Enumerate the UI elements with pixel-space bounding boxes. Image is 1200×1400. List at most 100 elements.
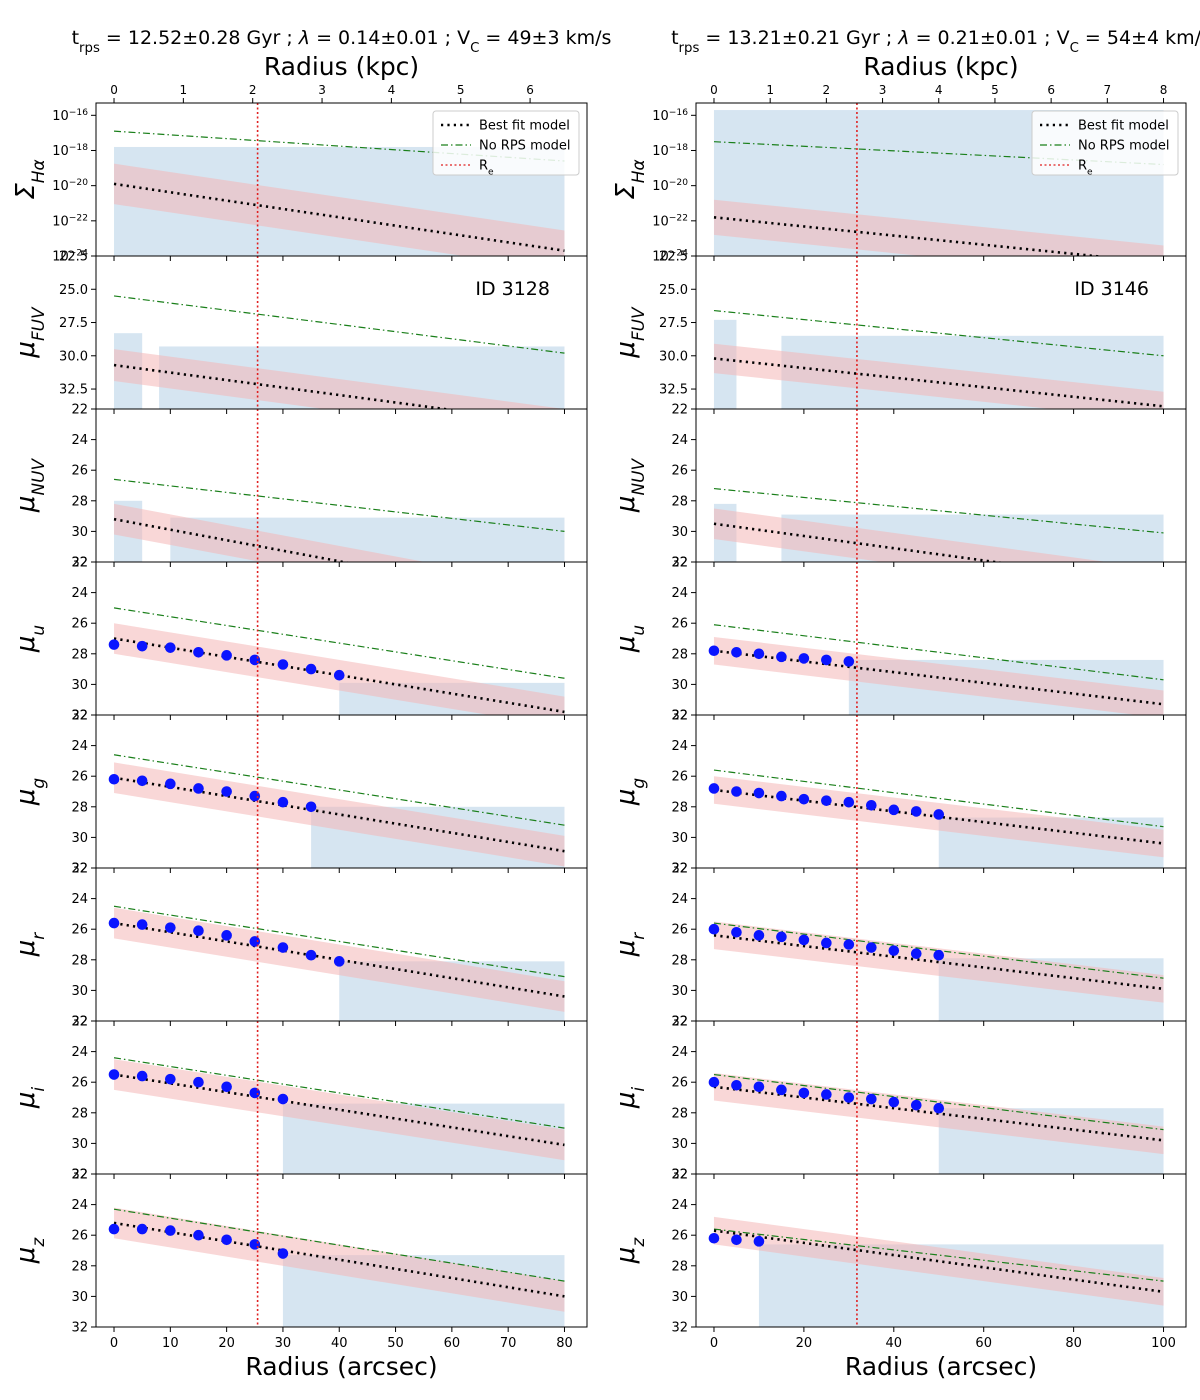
- y-tick-label: 28: [71, 1259, 88, 1274]
- best-fit-model-line: [713, 357, 1164, 408]
- y-tick-label: 30.0: [659, 349, 688, 364]
- data-point: [753, 1081, 765, 1093]
- y-tick-label: 28: [671, 800, 688, 815]
- kpc-tick-label: 0: [110, 83, 118, 97]
- y-tick-label: 32: [71, 1321, 88, 1336]
- data-point: [910, 1099, 922, 1111]
- kpc-tick-label: 4: [388, 83, 396, 97]
- data-point: [821, 654, 832, 666]
- bottom-axis-label: Radius (arcsec): [245, 1352, 437, 1381]
- data-point: [193, 646, 204, 658]
- y-tick-label: 22: [671, 556, 688, 571]
- galaxy-id-label: ID 3128: [475, 278, 550, 300]
- y-tick-label: 10−22: [52, 213, 88, 229]
- no-rps-model-line: [713, 1073, 1164, 1131]
- no-rps-model-line: [113, 1057, 565, 1129]
- row-label: μFUV: [11, 306, 48, 359]
- y-tick-label: 30: [671, 1137, 688, 1152]
- y-tick-label: 22: [671, 403, 688, 418]
- y-tick-label: 24: [671, 586, 688, 601]
- x-tick-label: 50: [387, 1336, 404, 1351]
- row-label: μg: [11, 778, 48, 807]
- x-tick-label: 60: [975, 1336, 992, 1351]
- top-axis-label: Radius (kpc): [264, 52, 419, 81]
- data-point: [221, 650, 232, 661]
- data-point: [866, 1093, 877, 1105]
- data-point: [933, 949, 945, 961]
- y-tick-label: 30: [671, 678, 688, 693]
- data-point: [708, 1076, 720, 1088]
- kpc-tick-label: 5: [991, 83, 999, 97]
- row-label: ΣHα: [611, 159, 648, 199]
- y-tick-label: 10−18: [652, 143, 688, 159]
- y-tick-label: 28: [671, 494, 688, 509]
- y-tick-label: 32: [71, 1168, 88, 1183]
- panel-column-1: trps = 12.52±0.28 Gyr ; λ = 0.14±0.01 ; …: [11, 27, 611, 1381]
- y-tick-label: 25.0: [659, 283, 688, 298]
- data-point: [731, 646, 742, 658]
- y-tick-label: 26: [671, 923, 688, 938]
- y-tick-label: 26: [671, 1076, 688, 1091]
- x-tick-label: 20: [796, 1336, 813, 1351]
- data-point: [753, 787, 765, 799]
- x-tick-label: 30: [275, 1336, 292, 1351]
- y-tick-label: 10−16: [52, 108, 88, 124]
- y-tick-label: 32: [71, 1015, 88, 1030]
- x-tick-label: 0: [110, 1336, 118, 1351]
- y-tick-label: 30: [71, 525, 88, 540]
- y-tick-label: 32.5: [659, 383, 688, 398]
- kpc-tick-label: 6: [526, 83, 534, 97]
- data-point: [305, 949, 317, 961]
- data-point: [798, 1087, 810, 1099]
- y-tick-label: 32: [71, 862, 88, 877]
- data-point: [165, 1073, 176, 1085]
- data-point: [888, 1096, 900, 1108]
- no-rps-model-line: [113, 478, 565, 532]
- panel-z-2: 22 24 26 28 30 32 μz: [611, 1168, 1187, 1336]
- data-point: [136, 1070, 148, 1082]
- data-point: [731, 1079, 742, 1091]
- data-point: [305, 801, 317, 813]
- y-tick-label: 30: [671, 831, 688, 846]
- data-point: [221, 1081, 232, 1093]
- model-uncertainty-band: [114, 349, 565, 409]
- y-tick-label: 26: [71, 464, 88, 479]
- legend-entry-label: Best fit model: [479, 119, 570, 134]
- y-tick-label: 30: [71, 1137, 88, 1152]
- x-tick-label: 100: [1151, 1336, 1176, 1351]
- data-point: [277, 796, 289, 808]
- x-tick-label: 80: [556, 1336, 573, 1351]
- row-label: μi: [11, 1087, 48, 1110]
- data-point: [798, 793, 810, 805]
- y-tick-label: 10−20: [652, 178, 688, 194]
- y-tick-label: 24: [71, 1198, 88, 1213]
- bottom-axis-label: Radius (arcsec): [845, 1352, 1037, 1381]
- panel-u-1: 22 24 26 28 30 32 μu: [11, 556, 588, 724]
- no-rps-model-line: [113, 754, 565, 826]
- y-tick-label: 22: [671, 862, 688, 877]
- panel-frame: [695, 1173, 1187, 1328]
- y-tick-label: 22.5: [659, 250, 688, 265]
- model-uncertainty-band: [114, 623, 565, 715]
- y-tick-label: 26: [71, 1229, 88, 1244]
- panel-r-1: 22 24 26 28 30 32 μr: [11, 862, 588, 1030]
- y-tick-label: 32.5: [59, 383, 88, 398]
- panel-i-1: 22 24 26 28 30 32 μi: [11, 1015, 588, 1183]
- data-point: [910, 806, 922, 817]
- y-tick-label: 22: [71, 1015, 88, 1030]
- data-point: [821, 795, 832, 806]
- y-tick-label: 30: [71, 831, 88, 846]
- data-point: [731, 926, 742, 938]
- panel-h-2: 10−24 10−22 10−20 10−18 10−16 ΣHα Best fit mod…: [611, 102, 1187, 265]
- data-point: [221, 786, 232, 797]
- data-point: [776, 790, 787, 802]
- panel-fuv-1: 22.5 25.0 27.5 30.0 32.5 μFUV ID 3128: [11, 250, 588, 414]
- y-tick-label: 26: [71, 923, 88, 938]
- y-tick-label: 25.0: [59, 283, 88, 298]
- data-point: [708, 645, 720, 657]
- no-rps-model-line: [113, 1208, 565, 1282]
- data-point: [249, 1239, 261, 1250]
- data-point: [843, 1092, 855, 1103]
- row-label: μz: [611, 1237, 648, 1265]
